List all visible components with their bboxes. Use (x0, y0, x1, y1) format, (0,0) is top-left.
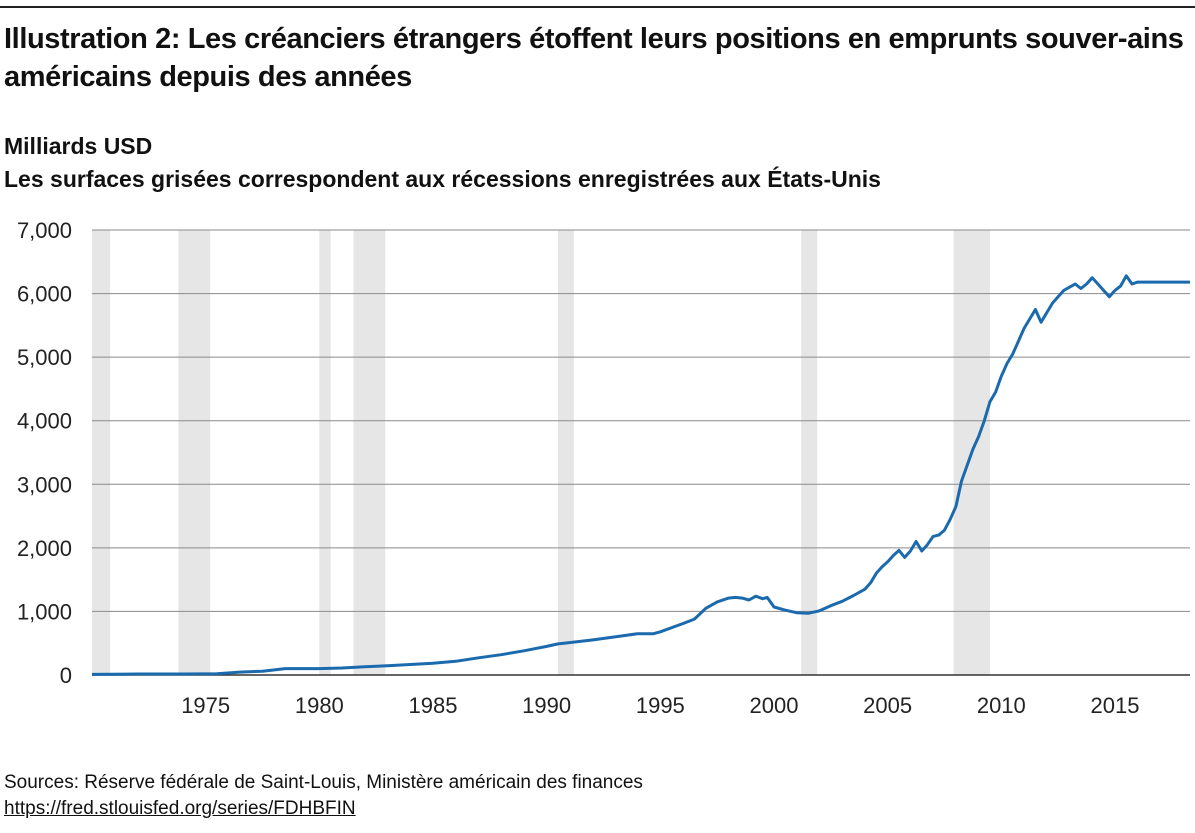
y-tick-label: 7,000 (17, 218, 72, 243)
recession-band (178, 230, 211, 675)
chart-title: Illustration 2: Les créanciers étrangers… (4, 23, 1184, 93)
source-link[interactable]: https://fred.stlouisfed.org/series/FDHBF… (4, 798, 356, 819)
recession-band (319, 230, 331, 675)
top-rule (0, 6, 1195, 8)
x-tick-label: 1995 (636, 693, 685, 718)
x-tick-label: 2005 (863, 693, 912, 718)
recession-band (92, 230, 111, 675)
x-tick-label: 1975 (181, 693, 230, 718)
x-tick-label: 1985 (409, 693, 458, 718)
recession-band (353, 230, 386, 675)
unit-label: Milliards USD (4, 133, 153, 159)
y-tick-label: 1,000 (17, 599, 72, 624)
y-tick-label: 2,000 (17, 536, 72, 561)
recession-band (558, 230, 574, 675)
x-tick-label: 2000 (750, 693, 799, 718)
y-tick-label: 0 (60, 663, 72, 688)
series-line (91, 274, 1190, 676)
x-tick-label: 1990 (522, 693, 571, 718)
y-tick-label: 6,000 (17, 282, 72, 307)
y-tick-label: 5,000 (17, 345, 72, 370)
source-note: Sources: Réserve fédérale de Saint-Louis… (4, 772, 643, 793)
recession-note: Les surfaces grisées correspondent aux r… (4, 166, 881, 192)
y-tick-label: 4,000 (17, 409, 72, 434)
x-tick-label: 1980 (295, 693, 344, 718)
x-tick-label: 2015 (1091, 693, 1140, 718)
line-chart: 0 1,000 2,000 3,000 4,000 5,000 6,000 7,000 1975… (17, 218, 1190, 718)
recession-band (801, 230, 818, 675)
y-tick-label: 3,000 (17, 472, 72, 497)
x-tick-label: 2010 (977, 693, 1026, 718)
